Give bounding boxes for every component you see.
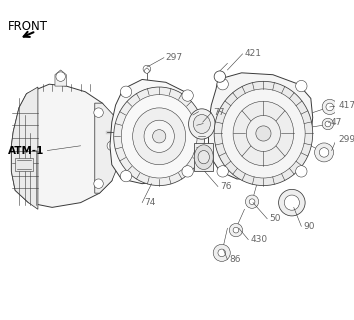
- Ellipse shape: [279, 189, 305, 216]
- Text: 77: 77: [213, 108, 225, 117]
- Circle shape: [315, 143, 333, 162]
- Circle shape: [182, 90, 193, 101]
- Polygon shape: [110, 79, 197, 184]
- Circle shape: [144, 68, 149, 73]
- Circle shape: [229, 223, 242, 237]
- Polygon shape: [55, 70, 66, 86]
- Text: 50: 50: [269, 214, 281, 223]
- Circle shape: [214, 71, 225, 82]
- Circle shape: [94, 108, 103, 117]
- Ellipse shape: [189, 109, 215, 139]
- Circle shape: [245, 195, 259, 208]
- Circle shape: [56, 72, 65, 81]
- Text: 47: 47: [331, 117, 342, 127]
- Circle shape: [120, 86, 132, 98]
- Circle shape: [326, 103, 333, 111]
- Text: ATM-1: ATM-1: [7, 146, 44, 156]
- Circle shape: [94, 179, 103, 188]
- Polygon shape: [95, 103, 119, 193]
- Ellipse shape: [194, 145, 213, 170]
- Text: 76: 76: [220, 182, 232, 191]
- Circle shape: [319, 148, 329, 157]
- Ellipse shape: [153, 130, 166, 143]
- Text: 74: 74: [144, 198, 155, 207]
- Ellipse shape: [133, 108, 186, 165]
- Circle shape: [120, 171, 132, 182]
- Circle shape: [217, 166, 228, 177]
- Circle shape: [322, 118, 333, 130]
- Circle shape: [107, 141, 116, 150]
- Text: 421: 421: [245, 49, 262, 58]
- Ellipse shape: [198, 150, 210, 164]
- Text: 299: 299: [338, 135, 354, 144]
- Ellipse shape: [233, 101, 294, 166]
- Ellipse shape: [121, 95, 197, 178]
- Ellipse shape: [284, 195, 299, 210]
- Circle shape: [296, 80, 307, 92]
- Circle shape: [296, 166, 307, 177]
- Polygon shape: [15, 158, 33, 172]
- Circle shape: [218, 249, 225, 257]
- Text: 86: 86: [229, 255, 241, 264]
- Ellipse shape: [222, 89, 305, 178]
- Polygon shape: [209, 73, 313, 179]
- Polygon shape: [194, 143, 213, 172]
- Ellipse shape: [144, 120, 175, 152]
- Polygon shape: [11, 84, 116, 207]
- Polygon shape: [11, 87, 38, 209]
- Ellipse shape: [246, 116, 280, 151]
- Text: 417: 417: [338, 101, 354, 110]
- Ellipse shape: [193, 115, 210, 133]
- Ellipse shape: [114, 87, 205, 186]
- Circle shape: [143, 65, 151, 73]
- Circle shape: [213, 244, 230, 261]
- Circle shape: [249, 199, 255, 204]
- Circle shape: [325, 121, 331, 127]
- Circle shape: [233, 227, 239, 233]
- Ellipse shape: [256, 126, 271, 141]
- Circle shape: [217, 78, 228, 90]
- Circle shape: [322, 99, 337, 115]
- Text: 297: 297: [166, 53, 183, 62]
- Circle shape: [182, 166, 193, 177]
- Ellipse shape: [214, 81, 313, 186]
- Text: 430: 430: [250, 235, 267, 244]
- Text: FRONT: FRONT: [7, 20, 47, 33]
- Text: 90: 90: [303, 222, 315, 231]
